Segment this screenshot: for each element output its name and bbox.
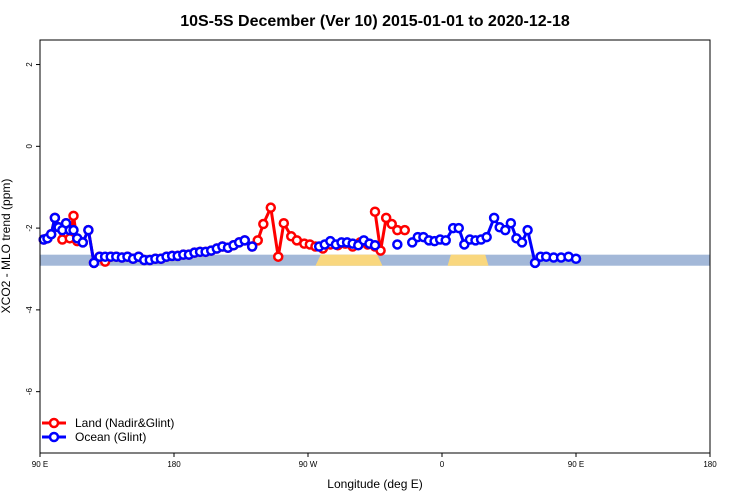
x-tick-label-4: 90 E xyxy=(568,460,584,469)
background-band xyxy=(40,254,710,266)
x-tick-label-2: 90 W xyxy=(299,460,318,469)
series-1-point-3 xyxy=(49,212,61,224)
series-1-point-61 xyxy=(453,222,464,234)
series-0-point-43 xyxy=(265,202,277,213)
land-band-1 xyxy=(447,254,489,266)
series-1-point-52 xyxy=(392,239,403,250)
series-1-point-11 xyxy=(83,224,94,236)
x-tick-label-5: 180 xyxy=(703,460,717,469)
axes: 90 E 180 90 W 0 90 E 180 2 0 -2 -4 -6 xyxy=(25,62,717,469)
series-1-point-66 xyxy=(481,231,492,243)
series-1 xyxy=(38,212,582,269)
y-tick-label-3: -4 xyxy=(25,306,34,314)
series-0-point-59 xyxy=(369,206,381,217)
legend-label-0: Land (Nadir&Glint) xyxy=(75,416,174,430)
series-1-point-67 xyxy=(488,212,500,224)
series-0-point-64 xyxy=(399,224,411,236)
legend-label-1: Ocean (Glint) xyxy=(75,430,146,444)
series-layer xyxy=(38,202,582,269)
series-1-point-59 xyxy=(440,235,451,246)
series-0-point-42 xyxy=(258,218,269,230)
series-1-point-40 xyxy=(246,241,258,252)
x-tick-label-3: 0 xyxy=(440,460,445,469)
series-1-point-80 xyxy=(570,253,582,265)
land-band-0 xyxy=(315,254,383,266)
series-1-point-69 xyxy=(500,224,511,236)
series-1-point-2 xyxy=(45,228,57,240)
series-1-point-39 xyxy=(239,235,250,246)
series-0-point-41 xyxy=(252,235,263,246)
series-0-point-61 xyxy=(380,212,392,224)
series-0-point-44 xyxy=(272,251,284,262)
series-1-point-72 xyxy=(516,237,528,248)
chart-title: 10S-5S December (Ver 10) 2015-01-01 to 2… xyxy=(180,13,570,30)
series-1-point-10 xyxy=(77,237,89,248)
x-tick-label-1: 180 xyxy=(167,460,181,469)
series-0-point-62 xyxy=(386,218,397,230)
series-1-point-51 xyxy=(369,240,381,251)
y-tick-label-1: 0 xyxy=(25,144,34,149)
legend-marker-0 xyxy=(48,417,60,429)
legend-marker-1 xyxy=(48,431,60,443)
y-axis-label: XCO2 - MLO trend (ppm) xyxy=(0,179,13,314)
y-tick-label-4: -6 xyxy=(25,388,34,396)
legend: Land (Nadir&Glint)Ocean (Glint) xyxy=(42,416,174,444)
series-1-point-73 xyxy=(522,224,533,236)
series-0-point-8 xyxy=(68,210,79,222)
x-tick-label-0: 90 E xyxy=(32,460,48,469)
y-tick-label-0: 2 xyxy=(25,62,34,67)
series-1-point-12 xyxy=(88,257,100,269)
series-1-point-74 xyxy=(529,257,541,269)
x-axis-label: Longitude (deg E) xyxy=(327,477,422,491)
series-1-point-8 xyxy=(68,224,79,236)
plot-frame xyxy=(39,39,711,454)
y-tick-label-2: -2 xyxy=(25,224,34,232)
series-1-point-70 xyxy=(505,217,517,229)
series-0-point-45 xyxy=(278,217,290,229)
